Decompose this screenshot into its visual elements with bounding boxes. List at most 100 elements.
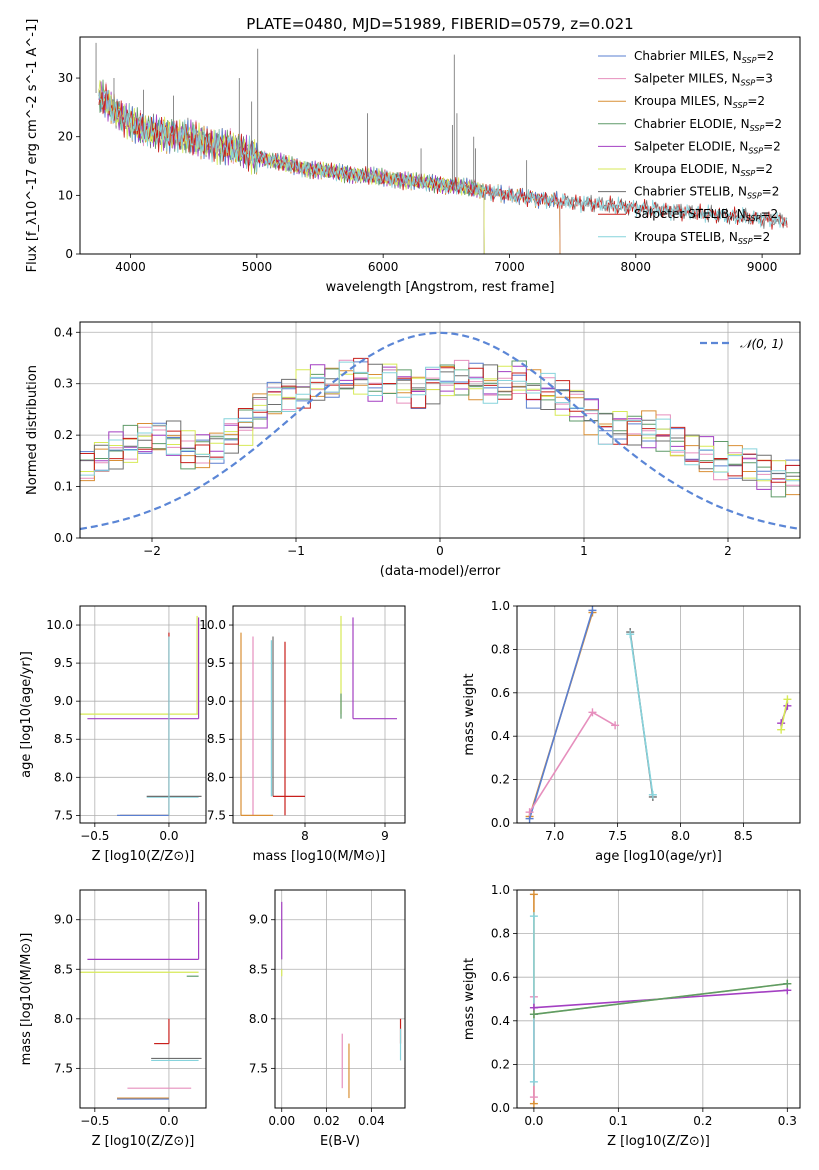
y-tick-label: 0.1: [54, 480, 73, 494]
legend-entry: 𝒩(0, 1): [740, 337, 784, 351]
y-tick-label: 8.5: [54, 962, 73, 976]
x-axis-label: mass [log10(M/M⊙)]: [253, 849, 386, 864]
y-tick-label: 9.0: [207, 694, 226, 708]
x-tick-label: −0.5: [80, 1114, 109, 1128]
y-axis-label: mass weight: [462, 958, 477, 1040]
y-tick-label: 9.0: [54, 694, 73, 708]
x-tick-label: 0.0: [159, 829, 178, 843]
weight-series-line: [528, 610, 594, 819]
axes-frame: [232, 605, 406, 824]
y-tick-label: 0.8: [491, 642, 510, 656]
y-tick-label: 7.5: [54, 1061, 73, 1075]
panel-age_vs_mass: 8 9 7.5 8.0 8.5 9.0 9.5 10.0 mass [log10(M/M⊙)]: [199, 605, 406, 864]
x-axis-label: Z [log10(Z/Z⊙)]: [92, 1134, 195, 1149]
axes-frame: [274, 889, 406, 1109]
x-tick-label: 8000: [621, 260, 652, 274]
y-tick-label: 0.0: [491, 816, 510, 830]
panel-spectrum: 4000 5000 6000 7000 8000 9000 0 10 20 30 wavelengt…: [25, 19, 801, 295]
panel-mass_vs_Z: −0.5 0.0 7.5 8.0 8.5 9.0 Z [log10(Z/Z⊙)] mass […: [19, 889, 207, 1149]
y-tick-label: 0.4: [491, 1014, 510, 1028]
legend-entry: Kroupa ELODIE, NSSP=2: [634, 162, 773, 178]
y-tick-label: 1.0: [491, 883, 510, 897]
y-tick-label: 0.2: [491, 773, 510, 787]
spectrum-legend: Chabrier MILES, NSSP=2 Salpeter MILES, NS…: [598, 49, 782, 246]
x-tick-label: 9000: [747, 260, 778, 274]
y-tick-label: 10.0: [199, 618, 226, 632]
y-tick-label: 0.4: [54, 325, 73, 339]
x-tick-label: 0.00: [268, 1114, 295, 1128]
y-tick-label: 30: [58, 71, 73, 85]
weight-series-line: [528, 711, 616, 813]
legend-entry: Salpeter STELIB, NSSP=2: [634, 207, 778, 223]
panel-residuals: −2 −1 0 1 2 0.0 0.1 0.2 0.3 0.4 (data-model)/error…: [25, 321, 801, 579]
y-tick-label: 8.0: [54, 770, 73, 784]
axes-frame: [516, 605, 801, 824]
y-tick-label: 8.5: [249, 962, 268, 976]
y-tick-label: 7.5: [54, 808, 73, 822]
x-tick-label: −1: [287, 544, 305, 558]
x-axis-label: Z [log10(Z/Z⊙)]: [607, 1134, 710, 1149]
axes-frame: [79, 605, 207, 824]
x-tick-label: 0.0: [524, 1114, 543, 1128]
y-tick-label: 9.5: [54, 656, 73, 670]
y-tick-label: 0.0: [54, 531, 73, 545]
residual-histogram-series: [80, 361, 800, 500]
panel-mass_vs_ebv: 0.00 0.02 0.04 7.5 8.0 8.5 9.0 E(B-V): [249, 889, 406, 1149]
y-tick-label: 8.0: [54, 1012, 73, 1026]
y-tick-label: 8.5: [54, 732, 73, 746]
legend-entry: Kroupa MILES, NSSP=2: [634, 94, 765, 110]
x-tick-label: 4000: [115, 260, 146, 274]
y-tick-label: 9.0: [54, 913, 73, 927]
y-tick-label: 8.5: [207, 732, 226, 746]
y-tick-label: 0.2: [54, 428, 73, 442]
x-tick-label: 5000: [242, 260, 273, 274]
spectrum-series-line: [98, 81, 485, 254]
y-tick-label: 0.2: [491, 1057, 510, 1071]
y-tick-label: 8.0: [207, 770, 226, 784]
x-axis-label: (data-model)/error: [380, 564, 501, 579]
residual-histogram-series: [80, 363, 800, 482]
y-tick-label: 7.5: [207, 808, 226, 822]
x-tick-label: 1: [580, 544, 588, 558]
y-tick-label: 0.0: [491, 1101, 510, 1115]
x-axis-label: Z [log10(Z/Z⊙)]: [92, 849, 195, 864]
legend-entry: Salpeter MILES, NSSP=3: [634, 72, 773, 88]
y-tick-label: 1.0: [491, 599, 510, 613]
legend-entry: Kroupa STELIB, NSSP=2: [634, 230, 770, 246]
legend-entry: Salpeter ELODIE, NSSP=2: [634, 139, 781, 155]
y-axis-label: Normed distribution: [25, 365, 40, 495]
x-tick-label: 0.3: [778, 1114, 797, 1128]
x-tick-label: 9: [381, 829, 389, 843]
residual-histogram-series: [80, 366, 800, 496]
chart-layer: 4000 5000 6000 7000 8000 90000102030wavelengt…: [19, 19, 801, 1149]
axes-frame: [79, 889, 207, 1109]
panel-weight_vs_age: 7.0 7.5 8.0 8.5 0.0 0.2 0.4 0.6 0.8 1.0 age [log10…: [462, 599, 801, 864]
axes-frame: [79, 36, 801, 255]
y-tick-label: 9.5: [207, 656, 226, 670]
y-axis-label: Flux [f_λ10^-17 erg cm^-2 s^-1 A^-1]: [25, 19, 40, 273]
panel-weight_vs_Z: 0.0 0.1 0.2 0.3 0.0 0.2 0.4 0.6 0.8 1.0 Z [log10(Z…: [462, 883, 801, 1149]
x-tick-label: 8: [301, 829, 309, 843]
weight-series-line: [629, 634, 654, 795]
y-tick-label: 0.8: [491, 927, 510, 941]
x-tick-label: 0.1: [609, 1114, 628, 1128]
legend-entry: Chabrier STELIB, NSSP=2: [634, 185, 779, 201]
y-tick-label: 0: [65, 247, 73, 261]
x-axis-label: age [log10(age/yr)]: [595, 849, 722, 864]
x-tick-label: 8.0: [671, 829, 690, 843]
x-tick-label: −0.5: [80, 829, 109, 843]
x-tick-label: 8.5: [734, 829, 753, 843]
spectrum-series-line: [98, 90, 788, 228]
x-tick-label: 7000: [494, 260, 525, 274]
x-axis-label: E(B-V): [320, 1134, 360, 1149]
x-tick-label: 7.5: [608, 829, 627, 843]
y-tick-label: 8.0: [249, 1012, 268, 1026]
weight-series-line: [533, 982, 788, 1016]
y-axis-label: age [log10(age/yr)]: [19, 651, 34, 778]
panel-age_vs_Z: −0.5 0.0 7.5 8.0 8.5 9.0 9.5 10.0 Z [log10(Z/Z⊙)…: [19, 605, 207, 864]
y-tick-label: 0.3: [54, 377, 73, 391]
x-tick-label: 6000: [368, 260, 399, 274]
x-axis-label: wavelength [Angstrom, rest frame]: [326, 280, 555, 295]
y-tick-label: 20: [58, 130, 73, 144]
